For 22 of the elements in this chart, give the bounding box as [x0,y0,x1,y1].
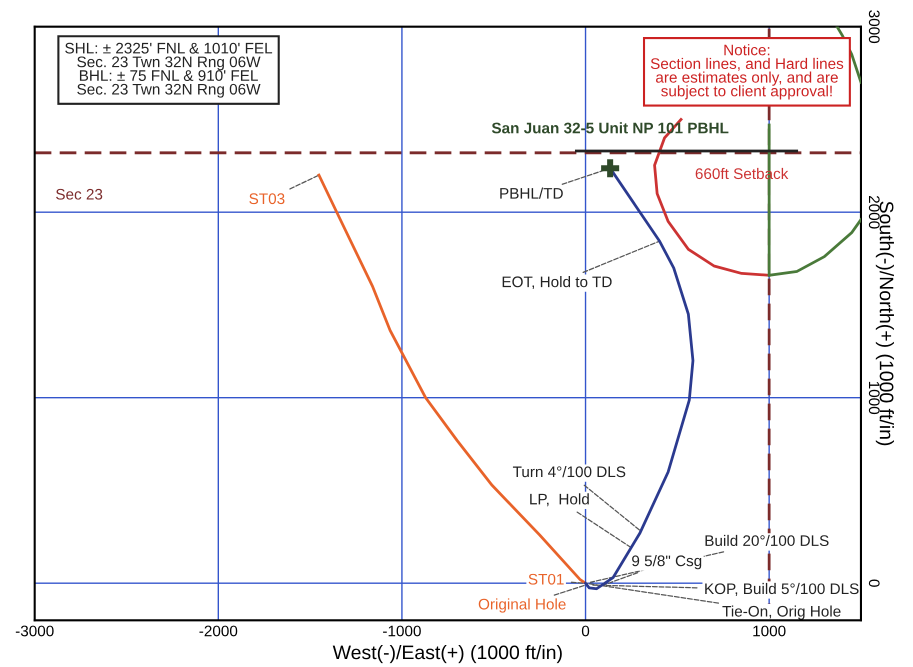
y-tick-label: 3000 [868,10,880,44]
annotation: PBHL/TD [500,188,563,199]
x-axis-title: West(-)/East(+) (1000 ft/in) [332,644,562,664]
annotation: KOP, Build 5°/100 DLS [705,582,859,596]
annotation: Original Hole [478,598,566,613]
x-tick-label: -2000 [199,626,238,636]
annotation: LP, Hold [530,493,589,506]
y-tick-label: 0 [868,580,880,587]
x-tick-label: 0 [582,626,590,636]
annotation: Build 20°/100 DLS [706,534,829,546]
annotation: EOT, Hold to TD [502,276,612,290]
annotation: Turn 4°/100 DLS [512,466,626,478]
annotation: 9 5/8" Csg [632,555,702,570]
annotation: Tie-On, Orig Hole [722,605,841,620]
annotation: ST01 [528,574,564,585]
annotation: Notice: Section lines, and Hard lines are estimates only, and are subject to client approval! [650,44,844,100]
x-tick-label: -1000 [383,626,421,636]
x-tick-label: 1000 [753,626,786,636]
ref-line-label: Sec 23 [56,188,102,200]
annotation: SHL: ± 2325' FNL & 1010' FEL Sec. 23 Twn 32N Rng 06W BHL: ± 75 FNL & 910' FEL Sec. 23 Twn 32N Rng 06W [65,42,272,98]
x-tick-label: -3000 [16,626,54,636]
annotation: ST03 [249,193,284,204]
